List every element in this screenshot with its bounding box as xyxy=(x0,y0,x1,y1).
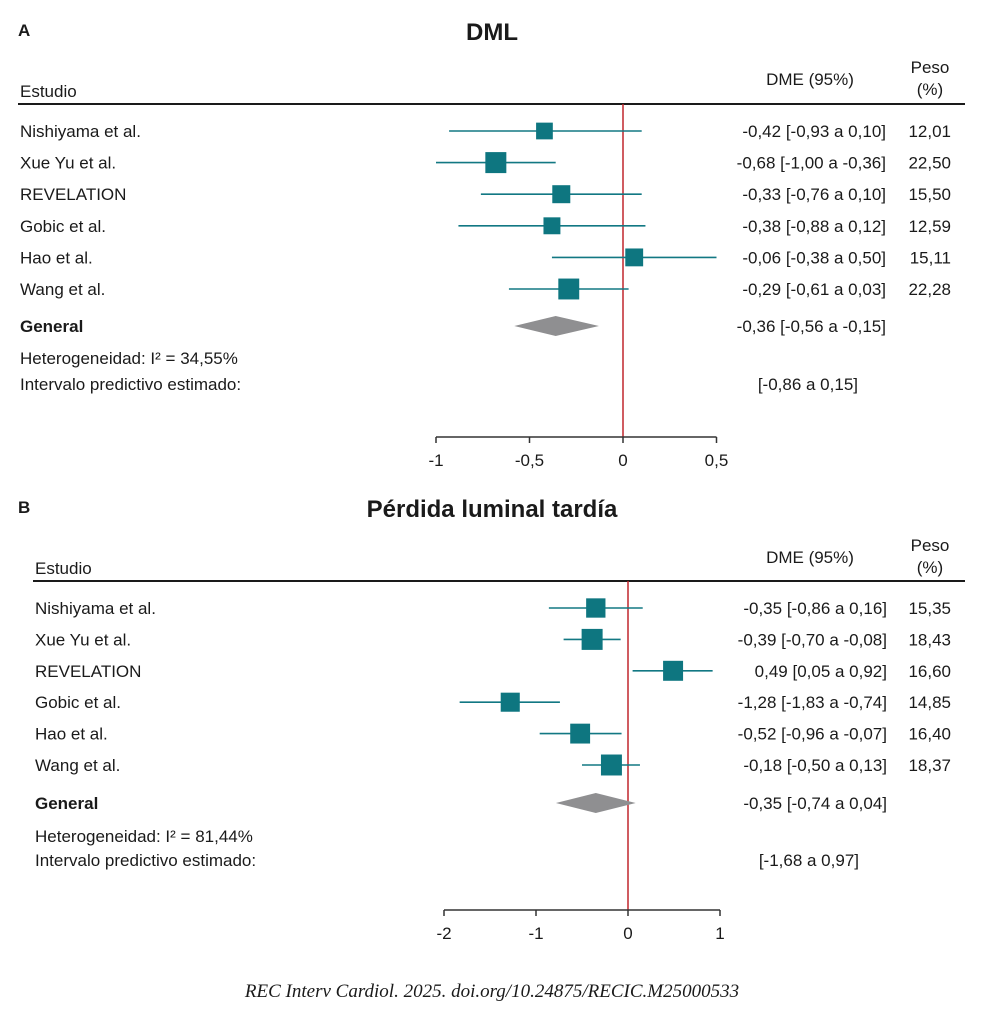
weight-value: 12,59 xyxy=(908,217,951,236)
weight-value: 15,35 xyxy=(908,599,951,618)
heterogeneity-text: Heterogeneidad: I² = 34,55% xyxy=(20,349,238,368)
prediction-interval-value: [-1,68 a 0,97] xyxy=(759,851,859,870)
effect-marker xyxy=(625,248,644,267)
effect-ci-value: -0,29 [-0,61 a 0,03] xyxy=(742,280,886,299)
study-label: Wang et al. xyxy=(35,756,120,775)
effect-marker xyxy=(558,278,580,300)
weight-value: 22,28 xyxy=(908,280,951,299)
panel-a-letter: A xyxy=(18,21,30,40)
effect-ci-value: -0,42 [-0,93 a 0,10] xyxy=(742,122,886,141)
study-label: Hao et al. xyxy=(20,248,93,267)
header-weight: Peso xyxy=(911,536,950,555)
panel-b-letter: B xyxy=(18,498,30,517)
overall-diamond xyxy=(514,316,599,336)
effect-ci-value: -0,39 [-0,70 a -0,08] xyxy=(738,630,887,649)
x-tick-label: -0,5 xyxy=(515,451,544,470)
weight-value: 18,37 xyxy=(908,756,951,775)
effect-marker xyxy=(586,598,606,618)
weight-value: 15,50 xyxy=(908,185,951,204)
weight-value: 22,50 xyxy=(908,154,951,173)
effect-marker xyxy=(543,217,561,235)
effect-ci-value: -0,52 [-0,96 a -0,07] xyxy=(738,725,887,744)
panel-a-title: DML xyxy=(466,19,518,46)
effect-marker xyxy=(485,152,507,174)
header-weight: Peso xyxy=(911,58,950,77)
effect-ci-value: -0,38 [-0,88 a 0,12] xyxy=(742,217,886,236)
study-label: Hao et al. xyxy=(35,725,108,744)
overall-label: General xyxy=(35,794,98,813)
header-study: Estudio xyxy=(35,559,92,578)
weight-value: 15,11 xyxy=(910,248,951,267)
effect-marker xyxy=(570,723,591,744)
weight-value: 16,40 xyxy=(908,725,951,744)
header-weight-unit: (%) xyxy=(917,80,943,99)
header-weight-unit: (%) xyxy=(917,558,943,577)
effect-ci-value: -0,06 [-0,38 a 0,50] xyxy=(742,248,886,267)
effect-ci-value: 0,49 [0,05 a 0,92] xyxy=(755,662,887,681)
x-tick-label: -1 xyxy=(528,924,543,943)
prediction-interval-label: Intervalo predictivo estimado: xyxy=(20,375,241,394)
study-label: Xue Yu et al. xyxy=(35,630,131,649)
effect-ci-value: -0,18 [-0,50 a 0,13] xyxy=(743,756,887,775)
weight-value: 18,43 xyxy=(908,630,951,649)
study-label: Wang et al. xyxy=(20,280,105,299)
effect-marker xyxy=(600,754,622,776)
effect-marker xyxy=(552,185,571,204)
x-tick-label: 1 xyxy=(715,924,724,943)
study-label: Gobic et al. xyxy=(20,217,106,236)
heterogeneity-text: Heterogeneidad: I² = 81,44% xyxy=(35,827,253,846)
effect-ci-value: -1,28 [-1,83 a -0,74] xyxy=(738,693,887,712)
effect-marker xyxy=(536,122,553,140)
x-tick-label: -1 xyxy=(428,451,443,470)
study-label: REVELATION xyxy=(20,185,126,204)
header-study: Estudio xyxy=(20,82,77,101)
overall-ci-value: -0,36 [-0,56 a -0,15] xyxy=(737,317,886,336)
overall-label: General xyxy=(20,317,83,336)
effect-marker xyxy=(663,660,684,681)
header-effect: DME (95%) xyxy=(766,548,854,567)
effect-ci-value: -0,33 [-0,76 a 0,10] xyxy=(742,185,886,204)
panel-b-title: Pérdida luminal tardía xyxy=(367,496,618,523)
header-effect: DME (95%) xyxy=(766,70,854,89)
effect-marker xyxy=(581,628,603,650)
study-label: REVELATION xyxy=(35,662,141,681)
weight-value: 12,01 xyxy=(908,122,951,141)
x-tick-label: 0 xyxy=(623,924,632,943)
effect-ci-value: -0,35 [-0,86 a 0,16] xyxy=(743,599,887,618)
x-tick-label: 0 xyxy=(618,451,627,470)
x-tick-label: 0,5 xyxy=(705,451,729,470)
x-tick-label: -2 xyxy=(436,924,451,943)
effect-marker xyxy=(500,692,520,712)
study-label: Nishiyama et al. xyxy=(35,599,156,618)
citation: REC Interv Cardiol. 2025. doi.org/10.248… xyxy=(244,981,740,1002)
effect-ci-value: -0,68 [-1,00 a -0,36] xyxy=(737,154,886,173)
study-label: Nishiyama et al. xyxy=(20,122,141,141)
study-label: Gobic et al. xyxy=(35,693,121,712)
study-label: Xue Yu et al. xyxy=(20,154,116,173)
weight-value: 16,60 xyxy=(908,662,951,681)
overall-ci-value: -0,35 [-0,74 a 0,04] xyxy=(743,794,887,813)
prediction-interval-label: Intervalo predictivo estimado: xyxy=(35,851,256,870)
prediction-interval-value: [-0,86 a 0,15] xyxy=(758,375,858,394)
weight-value: 14,85 xyxy=(908,693,951,712)
overall-diamond xyxy=(555,793,636,813)
